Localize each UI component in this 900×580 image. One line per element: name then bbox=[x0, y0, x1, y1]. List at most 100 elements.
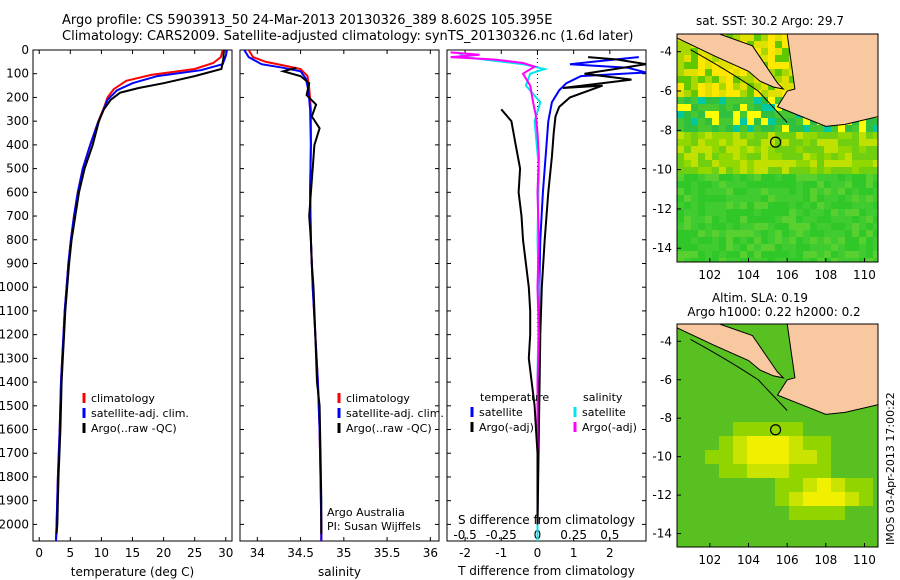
map-cell bbox=[866, 230, 873, 237]
map-cell bbox=[761, 492, 775, 506]
plot-frame bbox=[239, 49, 440, 542]
map-cell bbox=[845, 160, 852, 167]
map-cell bbox=[677, 188, 684, 195]
map-cell bbox=[719, 534, 733, 547]
map-cell bbox=[775, 464, 789, 478]
map-cell bbox=[698, 195, 705, 202]
map-cell bbox=[747, 244, 754, 251]
map-cell bbox=[747, 97, 754, 104]
map-cell bbox=[873, 492, 878, 506]
x-tick-top-label: 0.5 bbox=[600, 528, 619, 542]
map-cell bbox=[845, 436, 859, 450]
map-cell bbox=[859, 139, 866, 146]
map-cell bbox=[747, 223, 754, 230]
map-cell bbox=[740, 160, 747, 167]
map-cell bbox=[873, 146, 878, 153]
map-cell bbox=[677, 125, 684, 132]
map-cell bbox=[740, 153, 747, 160]
series-line bbox=[55, 50, 225, 534]
map-cell bbox=[803, 408, 817, 422]
map-cell bbox=[761, 209, 768, 216]
map-cell bbox=[775, 167, 782, 174]
map-cell bbox=[740, 139, 747, 146]
map-cell bbox=[859, 422, 873, 436]
map-cell bbox=[677, 251, 684, 258]
map-cell bbox=[705, 69, 712, 76]
map-cell bbox=[719, 422, 733, 436]
map-cell bbox=[719, 436, 733, 450]
map-cell bbox=[824, 216, 831, 223]
map-cell bbox=[775, 450, 789, 464]
map-cell bbox=[817, 132, 824, 139]
x-tick-label: -1 bbox=[495, 546, 507, 560]
map-cell bbox=[838, 202, 845, 209]
y-tick-label: -6 bbox=[660, 373, 672, 387]
map-cell bbox=[705, 160, 712, 167]
map-cell bbox=[761, 380, 775, 394]
map-cell bbox=[754, 125, 761, 132]
map-cell bbox=[789, 202, 796, 209]
map-cell bbox=[684, 167, 691, 174]
map-cell bbox=[747, 111, 754, 118]
map-cell bbox=[775, 244, 782, 251]
map-cell bbox=[831, 125, 838, 132]
x-tick-label: 35.5 bbox=[374, 546, 401, 560]
map-cell bbox=[691, 62, 698, 69]
map-cell bbox=[873, 506, 878, 520]
map-cell bbox=[740, 230, 747, 237]
map-cell bbox=[817, 436, 831, 450]
map-cell bbox=[845, 506, 859, 520]
map-cell bbox=[684, 139, 691, 146]
map-cell bbox=[831, 160, 838, 167]
map-cell bbox=[733, 132, 740, 139]
map-cell bbox=[845, 244, 852, 251]
map-cell bbox=[754, 216, 761, 223]
map-cell bbox=[705, 132, 712, 139]
map-cell bbox=[677, 97, 684, 104]
map-cell bbox=[873, 174, 878, 181]
map-cell bbox=[726, 174, 733, 181]
map-cell bbox=[796, 181, 803, 188]
map-cell bbox=[691, 251, 698, 258]
map-cell bbox=[733, 223, 740, 230]
map-cell bbox=[838, 195, 845, 202]
x-tick-label: 10 bbox=[94, 546, 109, 560]
map-cell bbox=[803, 223, 810, 230]
map-cell bbox=[705, 174, 712, 181]
map-cell bbox=[747, 104, 754, 111]
map-cell bbox=[677, 380, 691, 394]
map-cell bbox=[775, 237, 782, 244]
map-cell bbox=[789, 76, 796, 83]
map-cell bbox=[831, 244, 838, 251]
map-cell bbox=[754, 41, 761, 48]
map-cell bbox=[754, 139, 761, 146]
x-tick-label: 34.5 bbox=[287, 546, 314, 560]
plot-frame bbox=[32, 49, 233, 542]
map-cell bbox=[740, 125, 747, 132]
map-cell bbox=[775, 139, 782, 146]
map-cell bbox=[831, 520, 845, 534]
map-cell bbox=[768, 195, 775, 202]
map-cell bbox=[677, 209, 684, 216]
map-cell bbox=[747, 464, 761, 478]
map-cell bbox=[705, 230, 712, 237]
map-cell bbox=[733, 478, 747, 492]
map-cell bbox=[733, 195, 740, 202]
map-cell bbox=[789, 422, 803, 436]
map-frame bbox=[676, 33, 879, 263]
map-cell bbox=[698, 48, 705, 55]
legend-label: satellite bbox=[479, 406, 523, 419]
map-cell bbox=[866, 125, 873, 132]
map-cell bbox=[691, 97, 698, 104]
map-cell bbox=[719, 90, 726, 97]
map-cell bbox=[733, 139, 740, 146]
map-cell bbox=[789, 174, 796, 181]
map-cell bbox=[705, 90, 712, 97]
x-tick-label: 20 bbox=[156, 546, 171, 560]
map-cell bbox=[761, 324, 775, 338]
map-cell bbox=[852, 244, 859, 251]
legend-label: satellite-adj. clim. bbox=[91, 407, 189, 420]
map-cell bbox=[754, 132, 761, 139]
map-cell bbox=[733, 216, 740, 223]
map-cell bbox=[782, 69, 789, 76]
